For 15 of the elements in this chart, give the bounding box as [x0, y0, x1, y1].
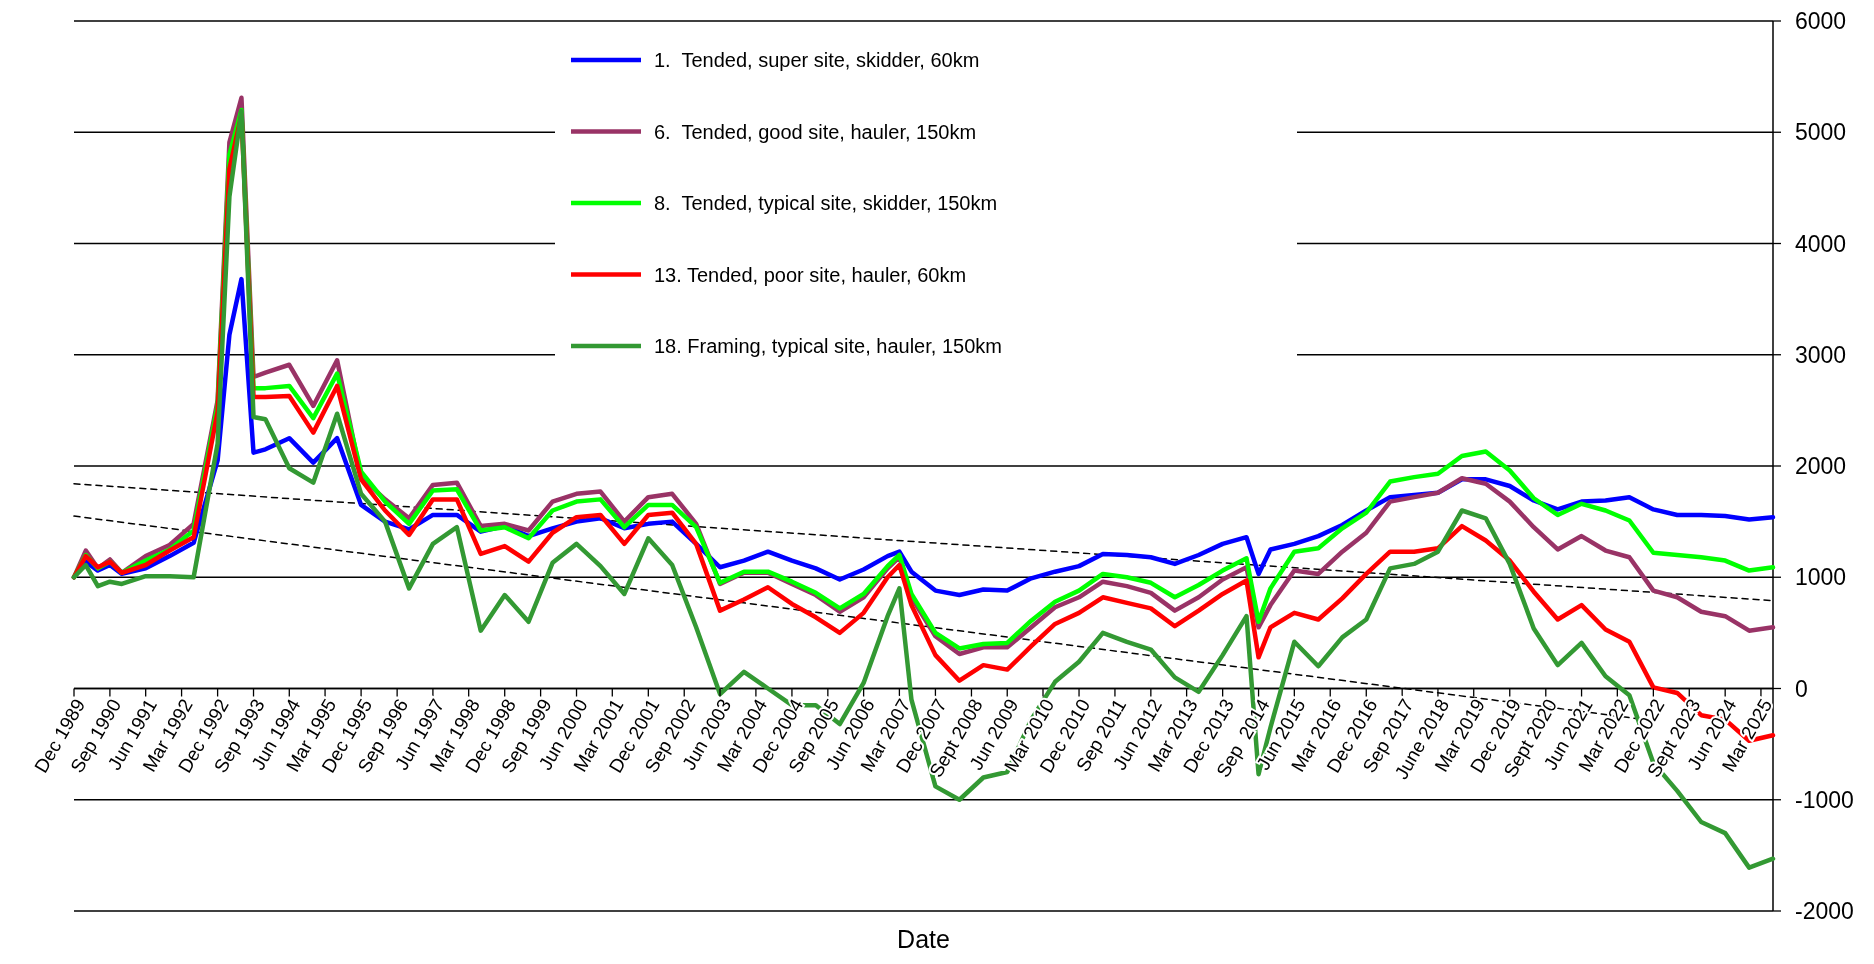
y-tick-label: 1000: [1795, 564, 1847, 591]
legend-label: 8. Tended, typical site, skidder, 150km: [654, 192, 998, 214]
legend-label: 6. Tended, good site, hauler, 150km: [654, 120, 977, 143]
y-tick-label: 4000: [1795, 230, 1847, 257]
y-tick-label: 2000: [1795, 453, 1847, 480]
y-tick-label: 0: [1795, 675, 1808, 702]
legend-label: 1. Tended, super site, skidder, 60km: [654, 49, 980, 71]
y-tick-label: -2000: [1795, 898, 1854, 925]
y-tick-label: 6000: [1795, 8, 1847, 35]
y-tick-label: 5000: [1795, 119, 1847, 146]
legend-label: 18. Framing, typical site, hauler, 150km: [654, 335, 1002, 357]
legend-label: 13. Tended, poor site, hauler, 60km: [654, 263, 967, 286]
y-tick-label: -1000: [1795, 786, 1854, 813]
x-axis-title: Date: [897, 925, 950, 953]
y-tick-label: 3000: [1795, 341, 1847, 368]
